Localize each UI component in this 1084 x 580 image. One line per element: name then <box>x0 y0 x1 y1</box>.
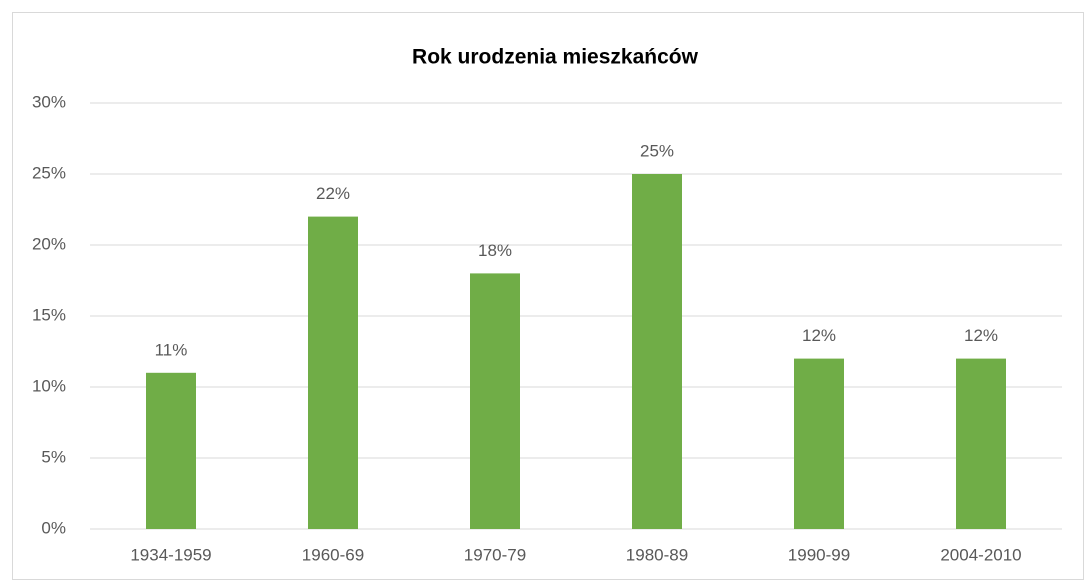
y-tick-label: 25% <box>32 163 66 182</box>
y-tick-label: 10% <box>32 376 66 395</box>
data-label: 12% <box>802 326 836 345</box>
y-tick-label: 0% <box>41 518 66 537</box>
data-label: 12% <box>964 326 998 345</box>
x-tick-label: 1970-79 <box>464 545 526 564</box>
data-label: 18% <box>478 241 512 260</box>
y-tick-label: 15% <box>32 305 66 324</box>
y-tick-label: 30% <box>32 92 66 111</box>
x-tick-label: 1960-69 <box>302 545 364 564</box>
bar <box>956 358 1006 529</box>
y-tick-label: 20% <box>32 234 66 253</box>
bar <box>146 372 196 529</box>
chart-title: Rok urodzenia mieszkańców <box>412 46 699 69</box>
x-tick-label: 2004-2010 <box>940 545 1021 564</box>
y-tick-label: 5% <box>41 447 66 466</box>
data-label: 25% <box>640 141 674 160</box>
bar <box>308 216 358 529</box>
data-label: 11% <box>155 340 188 359</box>
x-tick-label: 1980-89 <box>626 545 688 564</box>
x-tick-label: 1990-99 <box>788 545 850 564</box>
x-tick-label: 1934-1959 <box>130 545 211 564</box>
bar <box>470 273 520 529</box>
bar <box>632 174 682 529</box>
bar <box>794 358 844 529</box>
data-label: 22% <box>316 184 350 203</box>
